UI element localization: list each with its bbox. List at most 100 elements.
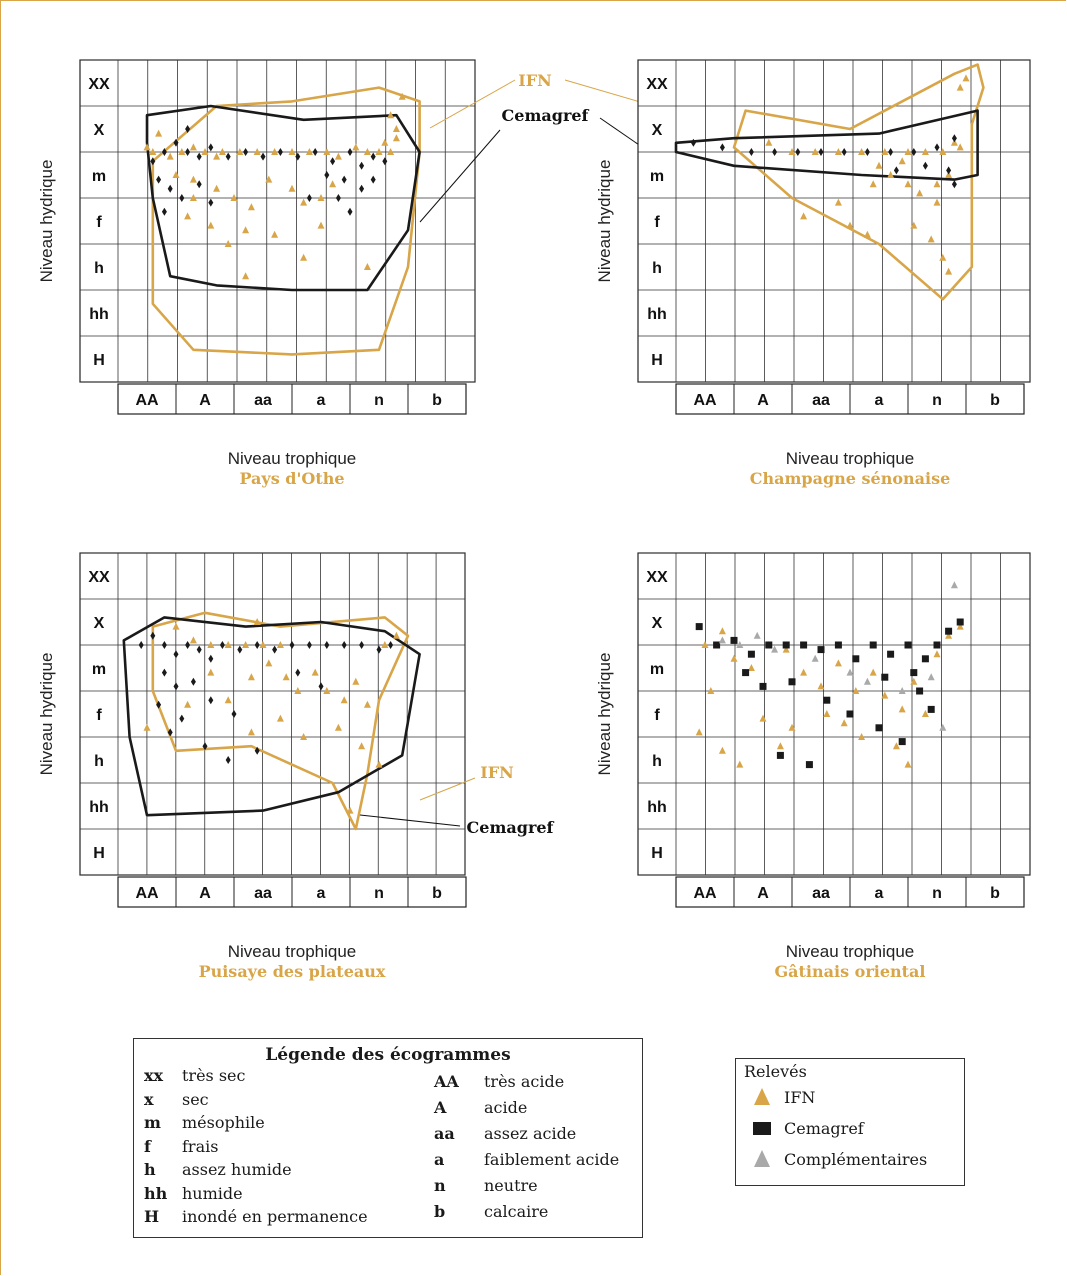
data-point-cemagref: [196, 152, 202, 161]
data-point-ifn: [927, 235, 935, 243]
data-point-ifn: [143, 723, 151, 731]
legend-label: assez humide: [182, 1160, 292, 1179]
legend-code: f: [144, 1136, 151, 1156]
y-tick-label: h: [94, 260, 104, 277]
data-point-cemagref: [208, 696, 214, 705]
y-tick-label: hh: [89, 799, 109, 816]
data-point-ifn: [311, 668, 319, 676]
data-point-complémentaires: [846, 668, 854, 676]
x-tick-label: aa: [254, 885, 272, 902]
data-point-ifn: [213, 152, 221, 160]
legend-label: très sec: [182, 1066, 246, 1085]
data-point-ifn: [247, 673, 255, 681]
data-point-ifn: [846, 221, 854, 229]
data-point-ifn: [149, 148, 157, 155]
data-point-cemagref: [730, 636, 738, 644]
data-point-cemagref: [951, 180, 957, 189]
releves-label: IFN: [784, 1088, 816, 1107]
x-tick-label: aa: [812, 885, 830, 902]
data-point-cemagref: [260, 152, 266, 161]
legend-label: humide: [182, 1183, 243, 1203]
legend-entry: n neutre: [434, 1176, 538, 1196]
data-point-cemagref: [202, 742, 208, 751]
data-point-ifn: [166, 152, 174, 160]
legend-entry: f frais: [144, 1137, 218, 1157]
releves-label: Cemagref: [784, 1119, 864, 1138]
chart-title: Puisaye des plateaux: [199, 962, 386, 981]
y-tick-label: h: [652, 260, 662, 277]
data-point-cemagref: [156, 175, 162, 184]
data-point-ifn: [189, 175, 197, 183]
x-tick-label: a: [317, 885, 326, 902]
data-point-cemagref: [179, 714, 185, 723]
legend-entry: aa assez acide: [434, 1124, 576, 1144]
data-point-ifn: [800, 212, 808, 220]
data-point-ifn: [300, 733, 308, 740]
data-point-ifn: [921, 710, 929, 717]
data-point-cemagref: [185, 125, 191, 133]
data-point-cemagref: [318, 682, 324, 691]
data-point-ifn: [213, 184, 221, 192]
data-point-cemagref: [922, 161, 928, 170]
data-point-ifn: [201, 148, 209, 155]
data-point-ifn: [811, 148, 819, 155]
data-point-cemagref: [388, 641, 394, 649]
data-point-cemagref: [225, 152, 231, 161]
data-point-cemagref: [306, 194, 312, 202]
data-point-cemagref: [150, 631, 156, 640]
data-point-cemagref: [347, 207, 353, 216]
data-point-ifn: [730, 654, 738, 662]
data-point-ifn: [933, 198, 941, 206]
x-tick-label: A: [199, 392, 211, 409]
data-point-ifn: [189, 636, 197, 644]
y-axis-label: Niveau hydrique: [37, 160, 56, 283]
legend-entry: AA très acide: [434, 1072, 564, 1092]
y-axis-label: Niveau hydrique: [37, 653, 56, 776]
data-point-ifn: [271, 148, 279, 155]
data-point-ifn: [224, 641, 232, 648]
data-point-ifn: [317, 194, 325, 201]
y-tick-label: X: [94, 615, 105, 632]
data-point-complémentaires: [939, 723, 947, 731]
x-tick-label: aa: [254, 392, 272, 409]
legend-code: m: [144, 1113, 161, 1132]
data-point-ifn: [329, 180, 337, 188]
data-point-cemagref: [208, 654, 214, 663]
data-point-ifn: [184, 212, 192, 220]
data-point-cemagref: [295, 668, 301, 677]
data-point-ifn: [910, 677, 918, 685]
data-point-ifn: [381, 641, 389, 648]
data-point-ifn: [375, 760, 383, 768]
data-point-ifn: [939, 148, 947, 155]
data-point-ifn: [247, 728, 255, 736]
triangle-shape: [754, 1150, 770, 1167]
data-point-ifn: [323, 687, 331, 694]
data-point-cemagref: [921, 655, 929, 663]
data-point-cemagref: [277, 148, 283, 156]
data-point-ifn: [189, 143, 197, 151]
data-point-ifn: [352, 143, 360, 151]
data-point-cemagref: [875, 724, 883, 732]
data-point-cemagref: [370, 175, 376, 184]
data-point-cemagref: [695, 623, 703, 631]
data-point-complémentaires: [718, 636, 726, 644]
data-point-complémentaires: [753, 631, 761, 639]
data-point-ifn: [363, 263, 371, 270]
data-point-ifn: [253, 618, 261, 625]
data-point-ifn: [398, 92, 406, 100]
data-point-ifn: [352, 677, 360, 685]
y-tick-label: X: [652, 615, 663, 632]
legend-entry: x sec: [144, 1090, 209, 1110]
ecogram-legend: Légende des écogrammes xx très sec x sec m mé…: [133, 1038, 643, 1238]
y-tick-label: H: [651, 845, 663, 862]
data-point-complémentaires: [927, 673, 935, 681]
data-point-complémentaires: [736, 641, 744, 648]
data-point-cemagref: [173, 650, 179, 659]
data-point-cemagref: [219, 641, 225, 649]
data-point-ifn: [375, 148, 383, 155]
